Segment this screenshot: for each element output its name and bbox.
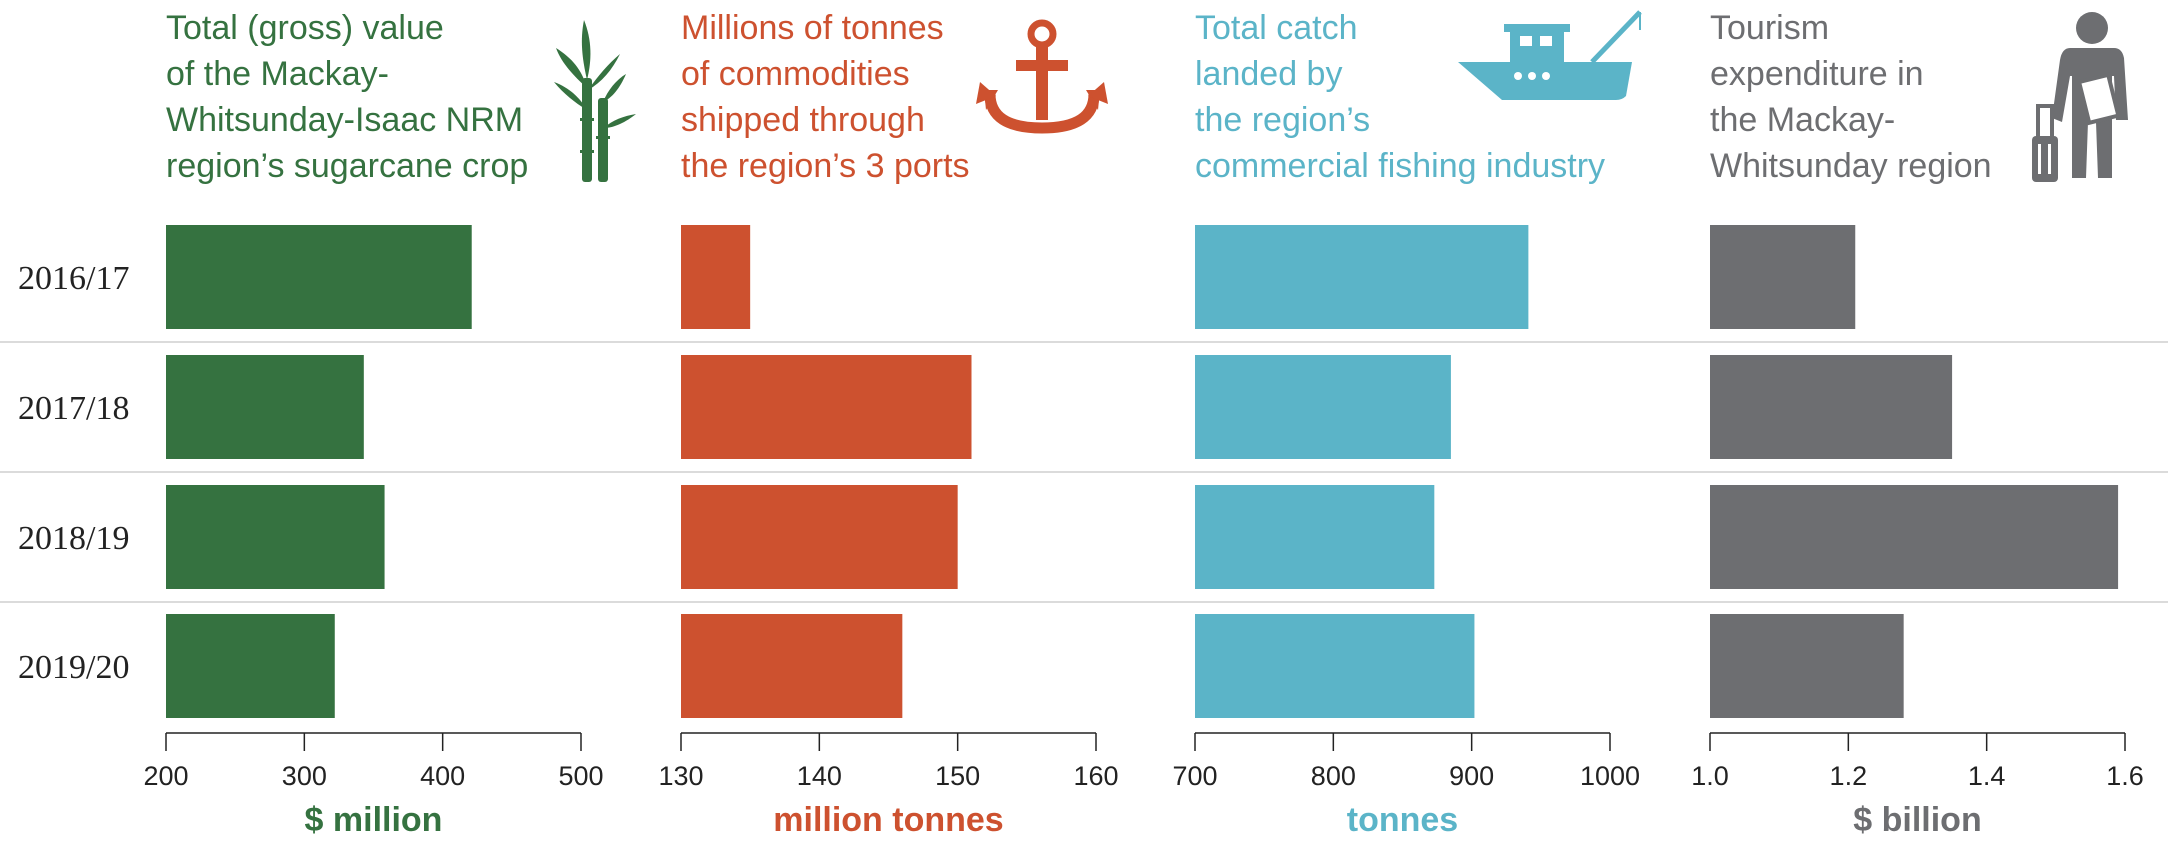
tick-label: 200 [143, 761, 188, 791]
panel-title-line: of commodities [681, 55, 910, 93]
bar [1710, 485, 2119, 589]
bar [1195, 614, 1475, 718]
bar [681, 225, 751, 329]
tick-label: 800 [1311, 761, 1356, 791]
tick-label: 150 [935, 761, 980, 791]
sugarcane-icon [554, 20, 636, 182]
panel-title-line: Tourism [1710, 9, 1829, 47]
tick-label: 1000 [1580, 761, 1640, 791]
unit-label: $ billion [1853, 801, 1981, 839]
panel-title-line: region’s sugarcane crop [166, 147, 528, 185]
tick-label: 1.2 [1830, 761, 1868, 791]
year-label: 2017/18 [18, 390, 129, 427]
year-label: 2019/20 [18, 649, 129, 686]
traveller-icon [2032, 12, 2128, 182]
unit-label: tonnes [1347, 801, 1458, 839]
bar [681, 485, 958, 589]
bar [166, 614, 335, 718]
panel-2: Millions of tonnes of commodities shipped … [658, 9, 1118, 839]
bar [1710, 225, 1856, 329]
anchor-icon [976, 19, 1108, 134]
panel-title-line: the region’s 3 ports [681, 147, 970, 185]
fishing-boat-icon [1458, 10, 1642, 100]
year-label: 2018/19 [18, 520, 129, 557]
panel-title-line: Whitsunday region [1710, 147, 1992, 185]
panel-title-line: of the Mackay- [166, 55, 389, 93]
bar [1710, 355, 1953, 459]
tick-label: 1.4 [1968, 761, 2006, 791]
unit-label: million tonnes [773, 801, 1003, 839]
tick-label: 140 [797, 761, 842, 791]
panel-4: Tourism expenditure in the Mackay- Whitsund… [1691, 9, 2144, 839]
panel-title-line: commercial fishing industry [1195, 147, 1605, 185]
chart-panels: Total (gross) value of the Mackay- Whitsun… [143, 9, 2143, 839]
panel-3: Total catch landed by the region’s commerci… [1172, 9, 1640, 839]
row-separators [0, 341, 2168, 603]
panel-1: Total (gross) value of the Mackay- Whitsun… [143, 9, 603, 839]
unit-label: $ million [305, 801, 443, 839]
bar [166, 355, 364, 459]
year-label: 2016/17 [18, 260, 129, 297]
bar [1710, 614, 1904, 718]
panel-title-line: the Mackay- [1710, 101, 1895, 139]
tick-label: 700 [1172, 761, 1217, 791]
panel-title-line: the region’s [1195, 101, 1370, 139]
bar [1195, 225, 1529, 329]
tick-label: 160 [1073, 761, 1118, 791]
bar [1195, 485, 1435, 589]
bar [166, 485, 385, 589]
panel-title-line: Total (gross) value [166, 9, 444, 47]
year-labels: 2016/17 2017/18 2018/19 2019/20 [18, 260, 129, 686]
bar [1195, 355, 1451, 459]
tick-label: 500 [558, 761, 603, 791]
panel-title-line: Whitsunday-Isaac NRM [166, 101, 523, 139]
bar [681, 614, 903, 718]
tick-label: 130 [658, 761, 703, 791]
tick-label: 1.0 [1691, 761, 1729, 791]
panel-icons [554, 10, 2128, 182]
panel-title-line: Total catch [1195, 9, 1358, 47]
panel-title-line: landed by [1195, 55, 1342, 93]
bar [681, 355, 972, 459]
tick-label: 900 [1449, 761, 1494, 791]
tick-label: 400 [420, 761, 465, 791]
bar [166, 225, 472, 329]
panel-title-line: shipped through [681, 101, 925, 139]
tick-label: 300 [282, 761, 327, 791]
tick-label: 1.6 [2106, 761, 2144, 791]
panel-title-line: expenditure in [1710, 55, 1924, 93]
panel-title-line: Millions of tonnes [681, 9, 944, 47]
